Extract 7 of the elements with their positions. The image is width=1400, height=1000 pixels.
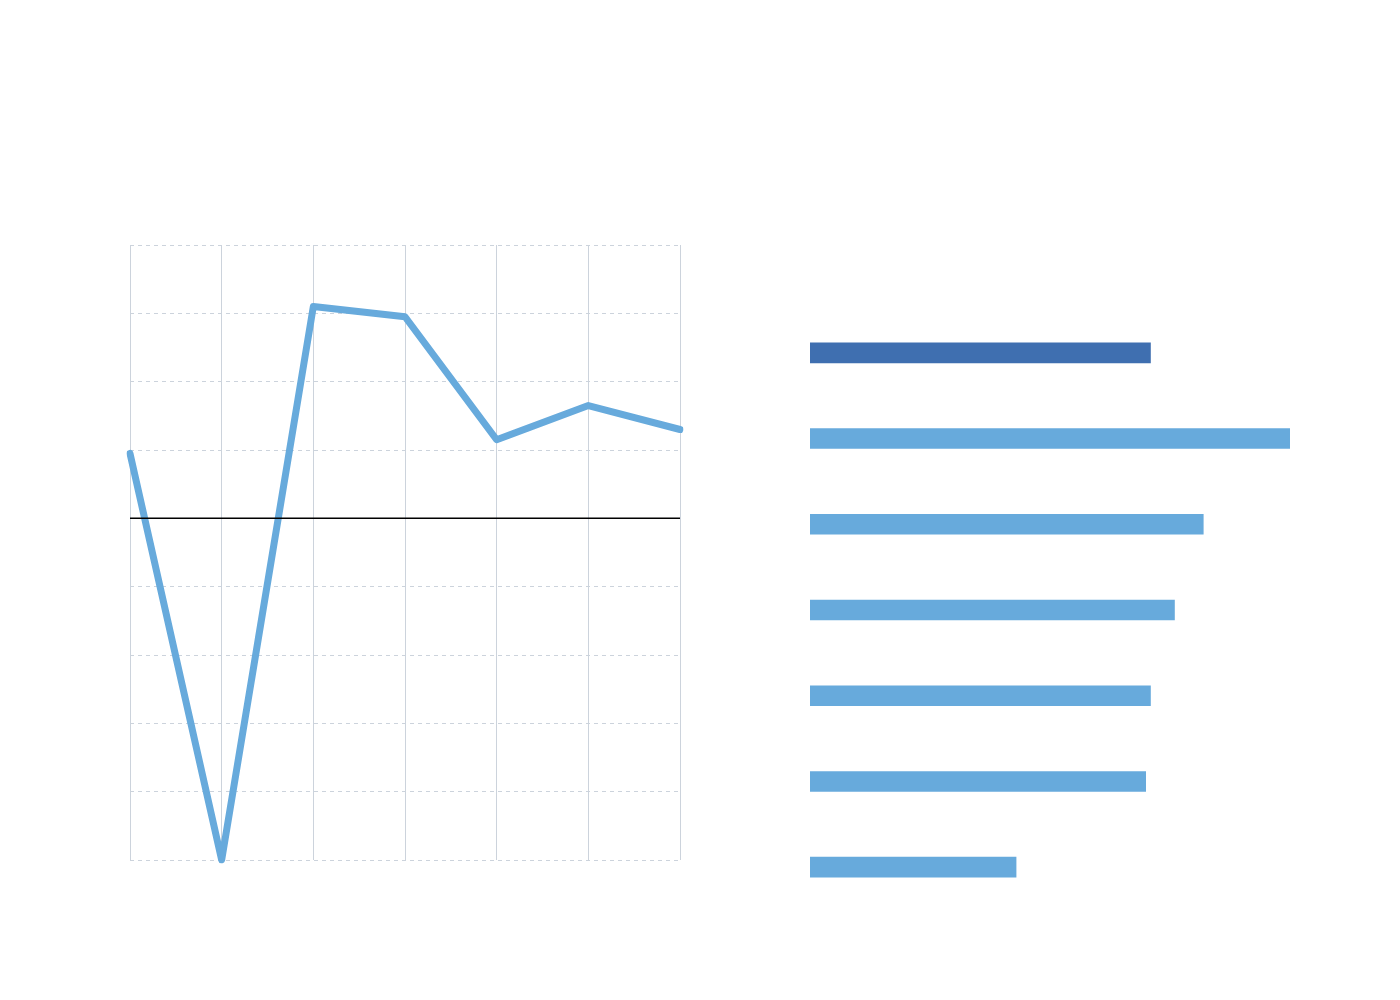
- bar: [810, 514, 1204, 535]
- bar: [810, 856, 1017, 878]
- bar: [810, 599, 1175, 621]
- bar: [810, 342, 1151, 364]
- bar: [810, 685, 1151, 706]
- bar: [810, 428, 1290, 449]
- bar: [810, 771, 1146, 792]
